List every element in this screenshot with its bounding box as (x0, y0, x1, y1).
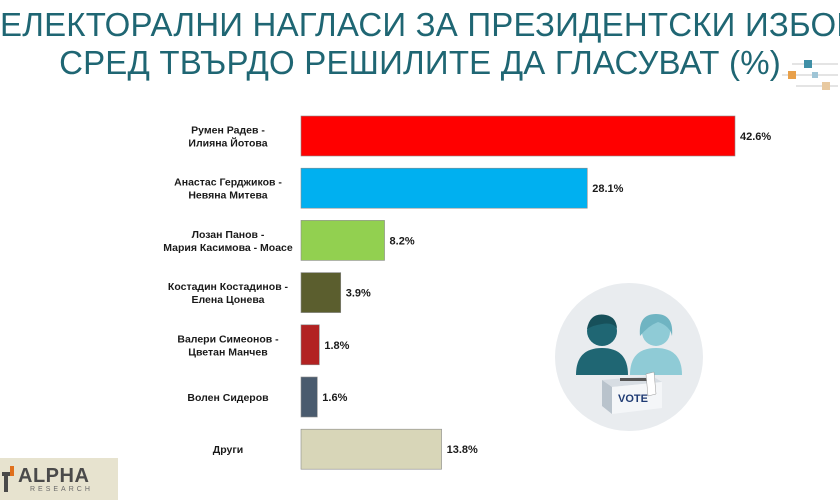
bar-3 (300, 220, 385, 261)
bar-1 (300, 115, 736, 157)
value-label-7: 13.8% (447, 444, 478, 456)
value-label-6: 1.6% (322, 392, 347, 404)
alpha-research-logo: ALPHA RESEARCH (0, 458, 118, 500)
value-label-5: 1.8% (324, 340, 349, 352)
chart-title-line-1: ЕЛЕКТОРАЛНИ НАГЛАСИ ЗА ПРЕЗИДЕНТСКИ ИЗБО… (0, 6, 840, 43)
category-label-7: Други (213, 444, 243, 456)
logo-name: ALPHA (18, 465, 90, 487)
category-label-4: Костадин Костадинов -Елена Цонева (168, 281, 289, 306)
chart-title-line-2: СРЕД ТВЪРДО РЕШИЛИТЕ ДА ГЛАСУВАТ (%) (59, 44, 781, 81)
logo-subtitle: RESEARCH (30, 486, 93, 493)
bar-5 (300, 324, 320, 366)
voters-ballot-box-icon: VOTE (555, 283, 703, 431)
bar-7 (300, 428, 442, 470)
category-label-2: Анастас Герджиков -Невяна Митева (174, 177, 282, 202)
decorative-squares-icon (782, 60, 838, 90)
value-label-3: 8.2% (390, 235, 415, 247)
value-label-1: 42.6% (740, 131, 771, 143)
ballot-box-label: VOTE (618, 393, 648, 405)
alpha-research-mark-icon (2, 466, 14, 492)
chart-title: ЕЛЕКТОРАЛНИ НАГЛАСИ ЗА ПРЕЗИДЕНТСКИ ИЗБО… (0, 6, 840, 82)
value-label-4: 3.9% (346, 288, 371, 300)
bar-6 (300, 376, 318, 418)
category-label-6: Волен Сидеров (187, 392, 269, 404)
bar-2 (300, 167, 588, 209)
category-label-5: Валери Симеонов -Цветан Манчев (177, 333, 279, 358)
bar-4 (300, 272, 342, 313)
category-label-3: Лозан Панов -Мария Касимова - Моасе (163, 229, 293, 254)
value-label-2: 28.1% (592, 183, 623, 195)
category-label-1: Румен Радев -Илияна Йотова (188, 125, 267, 150)
